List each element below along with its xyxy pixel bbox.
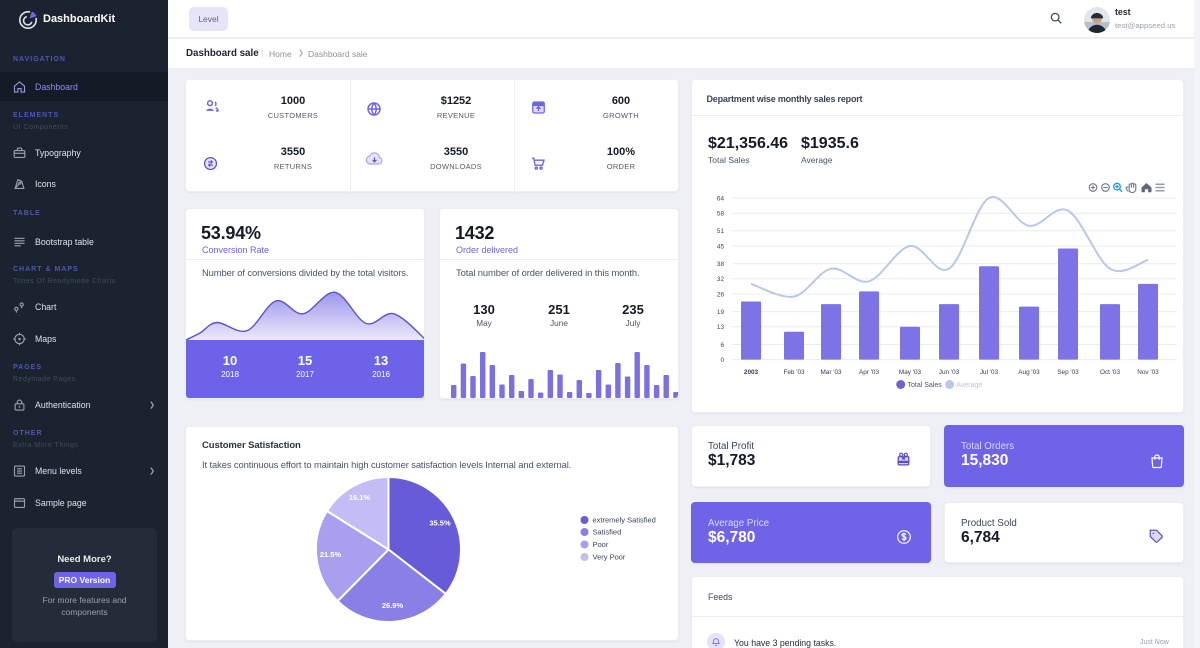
svg-text:May '03: May '03 bbox=[899, 369, 922, 376]
svg-text:Mar '03: Mar '03 bbox=[820, 369, 842, 376]
svg-text:Poor: Poor bbox=[593, 540, 609, 549]
svg-text:26: 26 bbox=[717, 291, 725, 298]
svg-text:0: 0 bbox=[720, 357, 724, 364]
svg-text:Satisfied: Satisfied bbox=[593, 528, 622, 537]
svg-text:35.5%: 35.5% bbox=[429, 519, 451, 528]
svg-text:Total Sales: Total Sales bbox=[908, 382, 943, 389]
svg-text:51: 51 bbox=[717, 228, 725, 235]
svg-text:Aug '03: Aug '03 bbox=[1018, 369, 1040, 376]
svg-text:Sep '03: Sep '03 bbox=[1057, 369, 1079, 376]
svg-text:Nov '03: Nov '03 bbox=[1137, 369, 1159, 376]
svg-text:16.1%: 16.1% bbox=[349, 493, 371, 502]
svg-text:58: 58 bbox=[717, 211, 725, 218]
svg-text:Average: Average bbox=[956, 382, 982, 389]
svg-text:Oct '03: Oct '03 bbox=[1100, 369, 1120, 376]
svg-text:13: 13 bbox=[717, 324, 725, 331]
svg-text:Apr '03: Apr '03 bbox=[859, 369, 879, 376]
svg-text:2003: 2003 bbox=[744, 369, 759, 376]
svg-text:extremely Satisfied: extremely Satisfied bbox=[593, 516, 656, 525]
svg-text:64: 64 bbox=[717, 195, 725, 202]
svg-text:45: 45 bbox=[717, 243, 725, 250]
svg-text:Feb '03: Feb '03 bbox=[783, 369, 805, 376]
svg-text:Very Poor: Very Poor bbox=[593, 553, 626, 562]
svg-text:19: 19 bbox=[717, 309, 725, 316]
svg-text:38: 38 bbox=[717, 261, 725, 268]
svg-text:26.9%: 26.9% bbox=[382, 601, 404, 610]
svg-text:6: 6 bbox=[720, 342, 724, 349]
svg-text:21.5%: 21.5% bbox=[320, 550, 342, 559]
svg-text:Jul '03: Jul '03 bbox=[980, 369, 999, 376]
svg-text:32: 32 bbox=[717, 276, 725, 283]
svg-text:Jun '03: Jun '03 bbox=[939, 369, 960, 376]
